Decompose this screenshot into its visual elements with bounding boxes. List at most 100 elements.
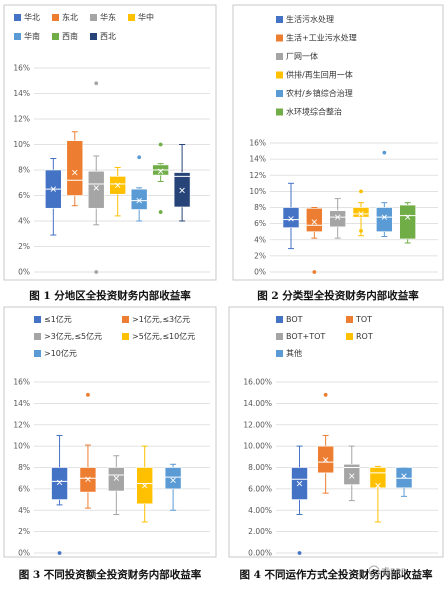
y-tick-label: 6% — [254, 219, 266, 228]
box->1亿元,≤3亿元 — [79, 392, 97, 509]
mean-marker — [358, 211, 364, 217]
legend-swatch — [122, 333, 129, 340]
box-≤1亿元 — [51, 434, 68, 555]
box-厂网一体 — [329, 198, 346, 239]
box-iqr — [130, 188, 148, 210]
y-tick-label: 12% — [13, 420, 30, 429]
box-西南 — [152, 142, 169, 214]
mean-marker — [72, 169, 78, 176]
legend-entry: >5亿元,≤10亿元 — [122, 331, 195, 341]
legend-swatch — [276, 90, 283, 97]
legend-label: 华北 — [24, 12, 40, 22]
mean-marker — [85, 476, 91, 482]
box-华北 — [45, 158, 62, 236]
legend-label: >1亿元,≤3亿元 — [132, 314, 190, 324]
legend-entry: 华东 — [90, 12, 116, 22]
y-tick-label: 10.00% — [243, 442, 272, 451]
legend-label: 农村/乡镇综合治理 — [286, 88, 353, 98]
legend-label: BOT — [286, 315, 303, 324]
chart-caption: 图 3 不同投资额全投资财务内部收益率 — [19, 568, 202, 581]
y-tick-label: 16% — [13, 64, 30, 73]
y-tick-label: 2.00% — [248, 527, 272, 536]
legend-entry: ≤1亿元 — [34, 314, 72, 324]
legend-label: >5亿元,≤10亿元 — [132, 331, 195, 341]
box->3亿元,≤5亿元 — [108, 455, 125, 516]
outlier-point — [86, 392, 90, 397]
y-tick-label: 2% — [254, 251, 266, 260]
mean-marker — [114, 182, 121, 189]
legend-entry: ROT — [346, 332, 373, 341]
chart-caption: 图 1 分地区全投资财务内部收益率 — [29, 289, 191, 302]
legend-swatch — [276, 53, 283, 60]
legend-swatch — [276, 34, 283, 42]
y-tick-label: 6% — [18, 484, 30, 493]
y-tick-label: 8% — [254, 203, 266, 212]
box-其他 — [395, 467, 413, 497]
wechat-icon — [368, 565, 380, 577]
legend-swatch — [128, 14, 135, 21]
mean-marker — [141, 482, 148, 489]
y-tick-label: 0.00% — [248, 549, 272, 558]
legend-swatch — [276, 333, 283, 340]
chart-2: 0% 2% 4% 6% 8% 10% 12% 14% 16% 生活污水处理生活+工业污水处理厂网一… — [232, 4, 444, 302]
legend-swatch — [90, 14, 97, 21]
box-生活污水处理 — [282, 182, 300, 250]
mean-marker — [404, 214, 411, 220]
legend-label: 生活+工业污水处理 — [286, 33, 357, 43]
mean-marker — [334, 214, 341, 220]
legend-swatch — [52, 14, 59, 21]
box-供排/再生回用一体 — [352, 189, 370, 237]
legend-label: 东北 — [62, 12, 78, 22]
mean-marker — [50, 186, 57, 192]
mean-marker — [157, 168, 164, 174]
box-水环境综合整治 — [399, 202, 416, 244]
legend-swatch — [346, 333, 353, 340]
y-tick-label: 10% — [249, 187, 266, 196]
y-tick-label: 4% — [18, 506, 30, 515]
legend-entry: BOT+TOT — [276, 332, 325, 341]
legend-swatch — [276, 108, 283, 116]
y-tick-label: 6% — [18, 191, 30, 200]
legend-entry: >10亿元 — [34, 348, 77, 358]
y-tick-label: 12% — [13, 115, 30, 124]
legend-label: 华中 — [138, 12, 154, 22]
watermark-text: 睿PPP — [381, 566, 407, 578]
legend-entry: 生活+工业污水处理 — [276, 33, 357, 43]
mean-marker — [322, 457, 329, 463]
outlier-point — [382, 150, 387, 155]
y-tick-label: 8% — [18, 166, 30, 175]
y-tick-label: 12.00% — [243, 420, 272, 429]
y-tick-label: 14.00% — [243, 399, 272, 408]
outlier-point — [297, 551, 302, 555]
outlier-point — [94, 270, 99, 274]
y-tick-label: 4% — [254, 235, 266, 244]
mean-marker — [288, 216, 294, 222]
chart-frame — [228, 306, 444, 558]
legend-swatch — [34, 333, 41, 340]
box-iqr — [329, 210, 346, 228]
y-tick-label: 0% — [18, 268, 30, 277]
legend-label: 华东 — [100, 12, 116, 22]
box-iqr — [51, 467, 68, 500]
legend-label: 水环境综合整治 — [286, 107, 342, 117]
mean-marker — [375, 482, 381, 489]
legend-entry: 东北 — [52, 12, 78, 22]
legend-entry: >3亿元,≤5亿元 — [34, 331, 102, 341]
mean-marker — [56, 479, 63, 486]
box-iqr — [66, 140, 84, 196]
mean-marker — [179, 187, 185, 194]
legend-label: ROT — [356, 332, 373, 341]
wechat-icon-dot — [371, 569, 374, 571]
legend-entry: BOT — [276, 315, 303, 324]
legend-swatch — [276, 316, 283, 323]
y-tick-label: 4% — [18, 217, 30, 226]
legend-label: TOT — [355, 315, 372, 324]
legend-label: 华南 — [24, 31, 40, 41]
mean-marker — [136, 197, 142, 204]
legend-swatch — [14, 14, 21, 21]
legend-entry: 华中 — [128, 12, 154, 22]
y-tick-label: 12% — [249, 171, 266, 180]
legend-entry: 水环境综合整治 — [276, 107, 342, 117]
